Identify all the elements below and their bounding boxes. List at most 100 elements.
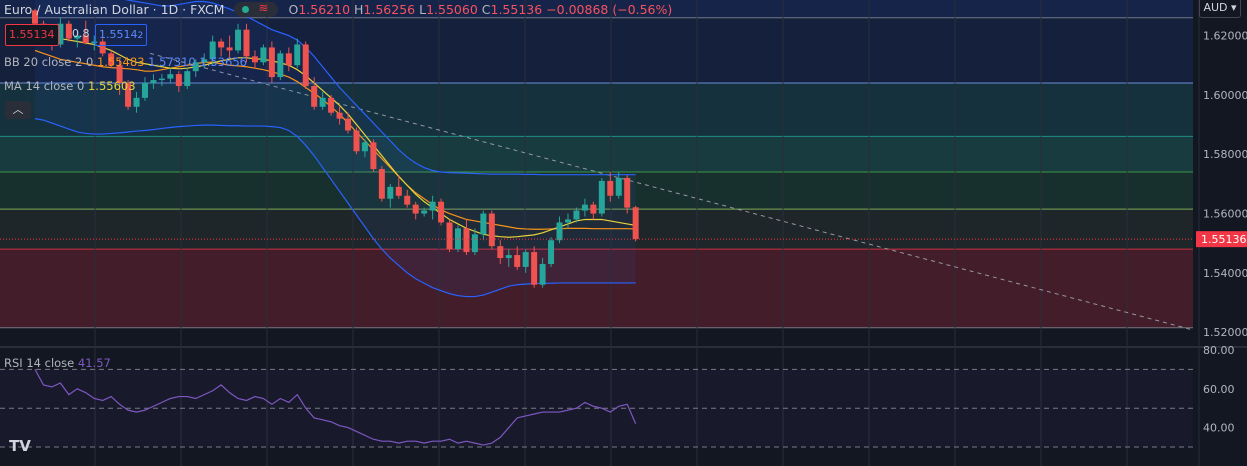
spread-value: 0.8 [72,27,90,40]
candle [421,210,428,214]
last-price-tag [1196,231,1247,248]
candle [116,65,123,84]
candle [141,83,148,98]
rsi-tick-label: 80.00 [1203,344,1235,357]
candle [581,204,588,211]
candle [251,56,258,63]
rsi-tick-label: 40.00 [1203,422,1235,435]
symbol-header: Euro / Australian Dollar · 1D · FXCM ≋ O… [0,0,672,18]
candle [632,207,639,240]
high-label: H [354,1,364,17]
rsi-value: 41.57 [77,356,111,370]
candle [133,97,140,107]
last-price-tag-label: 1.55136 [1201,233,1247,246]
fib-zone [0,0,1193,18]
candle [463,228,470,253]
rsi-line [34,369,637,446]
candle [336,112,343,119]
candle [218,41,225,48]
candle [302,44,309,87]
symbol-title[interactable]: Euro / Australian Dollar · 1D · FXCM [4,1,225,17]
chevron-up-icon: ︿ [12,103,24,116]
wave-icon: ≋ [258,0,269,15]
chevron-down-icon: ▾ [1231,1,1237,14]
fib-zone [0,17,1193,84]
candle [480,213,487,235]
candle [353,130,360,152]
candle [99,41,106,54]
candle [268,47,275,78]
currency-selector[interactable]: AUD ▾ [1199,0,1241,18]
ma-name: MA 14 close 0 [4,79,85,93]
candle [192,62,199,72]
candle [184,71,191,87]
candle [615,177,622,196]
candle [564,219,571,223]
price-tick-label: 1.54000 [1203,267,1247,280]
candle [319,97,326,107]
candle [57,23,64,45]
candle [607,180,614,196]
market-status-badge[interactable]: ≋ [234,0,279,17]
bb-legend[interactable]: BB 20 close 2 0 1.55483 1.57310 1.53656 [4,55,247,69]
market-open-dot-icon [242,5,250,13]
ma-legend[interactable]: MA 14 close 0 1.55603 [4,79,136,93]
candle [361,142,368,152]
price-tick-label: 1.62000 [1203,30,1247,43]
candle [471,234,478,253]
candle [294,44,301,66]
candle [201,59,208,63]
candle [624,177,631,208]
high-value: 1.56256 [363,1,416,17]
candle [370,142,377,170]
candle [65,23,72,39]
candle [175,74,182,87]
bb-basis-line [34,49,636,230]
candle [514,255,521,267]
candle [395,186,402,196]
candle [167,74,174,79]
ma-line [34,26,636,238]
collapse-legend-button[interactable]: ︿ [5,101,31,119]
candle [488,213,495,247]
bb-upper-value: 1.57310 [148,55,196,69]
candle [387,186,394,199]
candle [243,29,250,57]
open-value: 1.56210 [298,1,351,17]
candle [209,41,216,60]
candle [378,169,385,199]
sell-price-button[interactable]: 1.55134 [5,24,59,46]
candle [438,201,445,223]
rsi-legend[interactable]: RSI 14 close 41.57 [4,356,111,370]
candle [505,255,512,259]
close-value: 1.55136 [490,1,543,17]
candle [590,204,597,214]
candle [285,53,292,66]
candle [108,53,115,66]
candle [150,80,157,84]
candle [404,195,411,205]
bb-lower-value: 1.53656 [199,55,247,69]
candle [429,201,436,211]
tradingview-logo[interactable]: TV [9,437,31,455]
open-label: O [288,1,299,17]
buy-price-button[interactable]: 1.55142 [95,24,148,46]
candle [548,240,555,264]
bb-upper-line [124,0,636,176]
bb-basis-value: 1.55483 [96,55,145,69]
price-tick-label: 1.56000 [1203,208,1247,221]
ma-value: 1.55603 [87,79,136,93]
candle [531,252,538,285]
price-tick-label: 1.52000 [1203,326,1247,339]
price-tick-label: 1.58000 [1203,148,1247,161]
candle [573,210,580,220]
candle [412,204,419,214]
candle [328,97,335,113]
low-value: 1.55060 [426,1,478,17]
candle [226,47,233,51]
candle [556,222,563,241]
ohlc-readout: O1.56210 H1.56256 L1.55060 C1.55136 −0.0… [288,2,672,17]
candle [446,222,453,250]
candle [598,180,605,214]
